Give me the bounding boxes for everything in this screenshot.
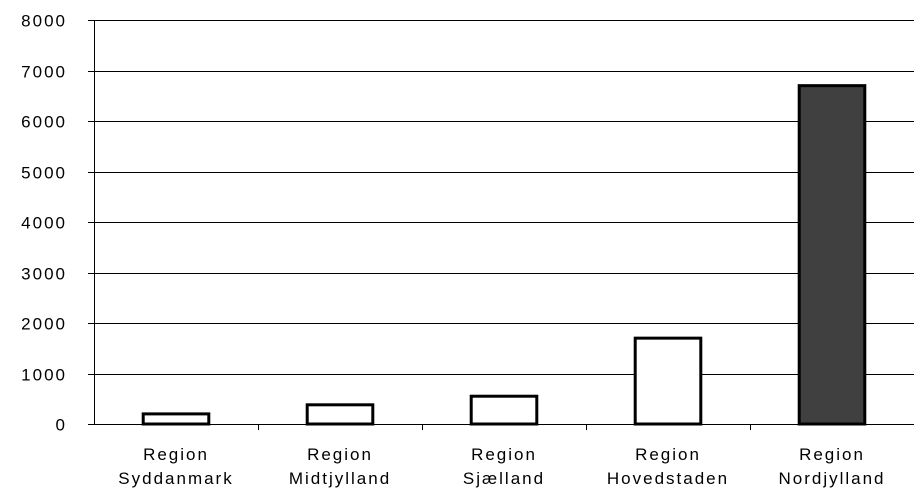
x-category-label: Midtjylland bbox=[289, 469, 391, 488]
bar bbox=[141, 412, 211, 426]
x-category-label: Syddanmark bbox=[118, 469, 233, 488]
bar bbox=[305, 403, 375, 426]
x-category-label: Hovedstaden bbox=[607, 469, 729, 488]
y-tick-label: 7000 bbox=[21, 63, 67, 82]
y-tick-label: 8000 bbox=[21, 12, 67, 31]
y-tick-label: 1000 bbox=[21, 366, 67, 385]
y-tick-label: 6000 bbox=[21, 113, 67, 132]
x-category-label: Region bbox=[635, 445, 701, 464]
gridlines bbox=[94, 20, 914, 375]
x-category-label: Region bbox=[143, 445, 209, 464]
y-tick-label: 0 bbox=[56, 416, 67, 435]
bar bbox=[469, 394, 539, 426]
bar bbox=[797, 84, 867, 426]
bar bbox=[633, 336, 703, 426]
x-category-label: Region bbox=[307, 445, 373, 464]
x-category-label: Region bbox=[471, 445, 537, 464]
y-tick-label: 2000 bbox=[21, 315, 67, 334]
y-tick-label: 3000 bbox=[21, 265, 67, 284]
y-tick-label: 5000 bbox=[21, 164, 67, 183]
x-category-label: Sjælland bbox=[463, 469, 545, 488]
x-category-label: Nordjylland bbox=[778, 469, 885, 488]
bars bbox=[141, 84, 867, 426]
axes bbox=[88, 20, 914, 430]
y-tick-labels: 0 1000 2000 3000 4000 5000 6000 7000 8000 bbox=[21, 12, 67, 435]
x-category-label: Region bbox=[799, 445, 865, 464]
y-tick-label: 4000 bbox=[21, 214, 67, 233]
x-category-labels: Region Syddanmark Region Midtjylland Region S… bbox=[118, 445, 885, 488]
